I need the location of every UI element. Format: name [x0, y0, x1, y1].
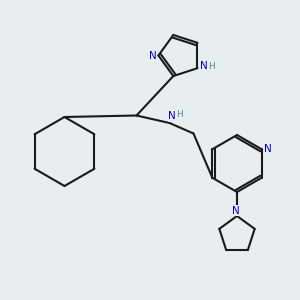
Text: N: N [232, 206, 239, 216]
Text: H: H [176, 110, 183, 119]
Text: N: N [264, 144, 272, 154]
Text: N: N [149, 50, 157, 61]
Text: N: N [168, 111, 176, 122]
Text: H: H [208, 62, 215, 71]
Text: N: N [200, 61, 208, 71]
